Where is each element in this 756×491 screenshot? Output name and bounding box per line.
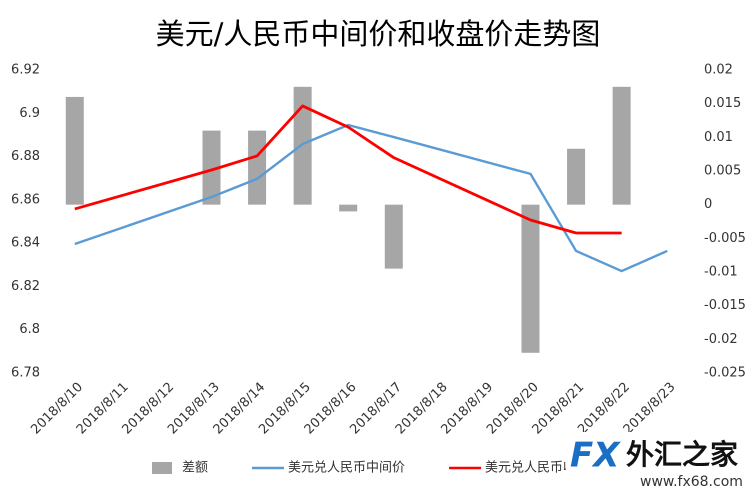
logo-bg: [566, 432, 756, 491]
y2-tick-label: 0.015: [704, 96, 741, 111]
chart-title: 美元/人民币中间价和收盘价走势图: [156, 17, 601, 51]
y-tick-label: 6.82: [11, 279, 40, 294]
y2-tick-label: 0.02: [704, 63, 733, 78]
y-tick-label: 6.8: [19, 322, 40, 337]
line: [74, 123, 668, 273]
bar: [248, 130, 267, 205]
legend-swatch: [152, 462, 172, 474]
y2-tick-label: 0: [704, 197, 712, 212]
y-tick-label: 6.84: [11, 236, 40, 251]
y-tick-label: 6.92: [11, 63, 40, 78]
line: [74, 104, 622, 235]
y2-tick-label: -0.015: [704, 298, 746, 313]
y-tick-label: 6.9: [19, 106, 40, 121]
logo-mark: FX: [570, 436, 621, 476]
y2-tick-label: -0.01: [704, 265, 738, 280]
bar: [612, 86, 631, 205]
logo-name: 外汇之家: [626, 438, 738, 471]
bar: [384, 204, 403, 269]
legend-label: 差额: [182, 461, 208, 476]
bar: [65, 96, 84, 205]
bar: [521, 204, 540, 353]
bar: [339, 204, 358, 212]
y-tick-label: 6.86: [11, 192, 40, 207]
y2-tick-label: -0.025: [704, 366, 746, 381]
y2-tick-label: 0.01: [704, 130, 733, 145]
y2-tick-label: -0.005: [704, 231, 746, 246]
bar: [567, 148, 586, 205]
y2-tick-label: 0.005: [704, 164, 741, 179]
y-tick-label: 6.88: [11, 149, 40, 164]
y-tick-label: 6.78: [11, 366, 40, 381]
bar: [202, 130, 221, 205]
bar: [293, 86, 312, 205]
logo-url: www.fx68.com: [640, 474, 743, 490]
y2-tick-label: -0.02: [704, 332, 738, 347]
legend-label: 美元兑人民币中间价: [288, 461, 405, 476]
